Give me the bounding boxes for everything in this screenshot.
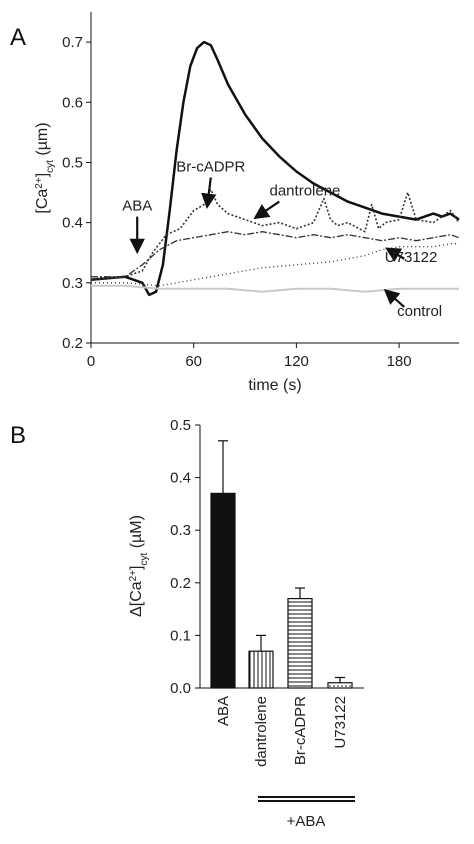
panel-label-b: B: [10, 422, 26, 449]
series-line-2: [91, 231, 460, 278]
y-tick-label: 0.6: [62, 94, 83, 111]
panel-a-series: [90, 40, 460, 297]
ylabel-unit: (µm): [34, 122, 51, 160]
series-line-3: [91, 243, 459, 287]
y-tick-label: 0.7: [62, 34, 83, 51]
svg-text:Δ[Ca2+]cyt (µM): Δ[Ca2+]cyt (µM): [128, 515, 150, 617]
panel-b-group-bracket: +ABA: [258, 796, 355, 830]
panel-a-line-chart: [Ca2+]cyt (µm) time (s) 0.20.30.40.50.60…: [34, 12, 460, 394]
panel-b-bars: ABA dantrolene Br-cADPR U73122: [210, 440, 353, 767]
annotation-label: Br-cADPR: [176, 158, 245, 175]
bar: [210, 492, 236, 689]
x-tick-label: 180: [387, 353, 412, 370]
series-line-1: [90, 188, 460, 281]
ylabel-sub: cyt: [139, 552, 150, 565]
annotation-label: U73122: [385, 249, 438, 266]
ylabel-main: Δ[Ca: [128, 581, 145, 617]
y-tick-label: 0.5: [170, 417, 191, 434]
x-tick-label: 0: [87, 353, 95, 370]
ylabel-close: ]: [128, 565, 145, 569]
bar: [327, 682, 353, 689]
y-tick-label: 0.2: [62, 335, 83, 352]
annotation-arrow: [383, 288, 405, 308]
panel-a-annotations: ABA Br-cADPR dantrolene U73122 control: [122, 158, 442, 319]
category-label: ABA: [215, 696, 232, 726]
ylabel-close: ]: [34, 173, 51, 177]
panel-a-y-axis-title: [Ca2+]cyt (µm): [34, 122, 56, 213]
annotation-label: ABA: [122, 198, 152, 215]
x-tick-label: 120: [284, 353, 309, 370]
ylabel-main: [Ca: [34, 189, 51, 214]
panel-a-x-axis-title: time (s): [248, 377, 301, 394]
x-tick-label: 60: [185, 353, 202, 370]
y-tick-label: 0.0: [170, 680, 191, 697]
category-label: Br-cADPR: [292, 696, 309, 765]
panel-b-bar-chart: Δ[Ca2+]cyt (µM) 0.0 0.1 0.2 0.3 0.4 0.5 ABA da…: [128, 417, 364, 830]
ylabel-sup: 2+: [128, 570, 139, 582]
annotation-arrow: [201, 177, 217, 209]
panel-b-y-axis-title: Δ[Ca2+]cyt (µM): [128, 515, 150, 617]
panel-b-axes: 0.0 0.1 0.2 0.3 0.4 0.5: [170, 417, 364, 697]
y-tick-label: 0.5: [62, 154, 83, 171]
panel-a-axes: 0.2 0.3 0.4 0.5 0.6 0.7 0 60 120 180: [62, 12, 459, 370]
series-line-0: [90, 40, 460, 297]
ylabel-sup: 2+: [34, 177, 45, 189]
y-tick-label: 0.3: [62, 275, 83, 292]
category-label: U73122: [332, 696, 349, 749]
y-tick-label: 0.2: [170, 575, 191, 592]
y-tick-label: 0.4: [170, 470, 191, 487]
svg-text:[Ca2+]cyt (µm): [Ca2+]cyt (µm): [34, 122, 56, 213]
series-line-4: [91, 284, 459, 293]
ylabel-sub: cyt: [45, 160, 56, 173]
annotation-arrow: [385, 247, 405, 262]
annotation-label: dantrolene: [270, 183, 341, 200]
y-tick-label: 0.4: [62, 215, 83, 232]
y-tick-label: 0.1: [170, 627, 191, 644]
annotation-arrow: [253, 200, 280, 220]
bar: [248, 650, 274, 689]
annotation-label: control: [397, 303, 442, 320]
y-tick-label: 0.3: [170, 522, 191, 539]
category-label: dantrolene: [253, 696, 270, 767]
panel-label-a: A: [10, 24, 26, 51]
ylabel-unit: (µM): [128, 515, 145, 553]
bar: [287, 597, 313, 689]
group-label-aba: +ABA: [287, 813, 326, 830]
